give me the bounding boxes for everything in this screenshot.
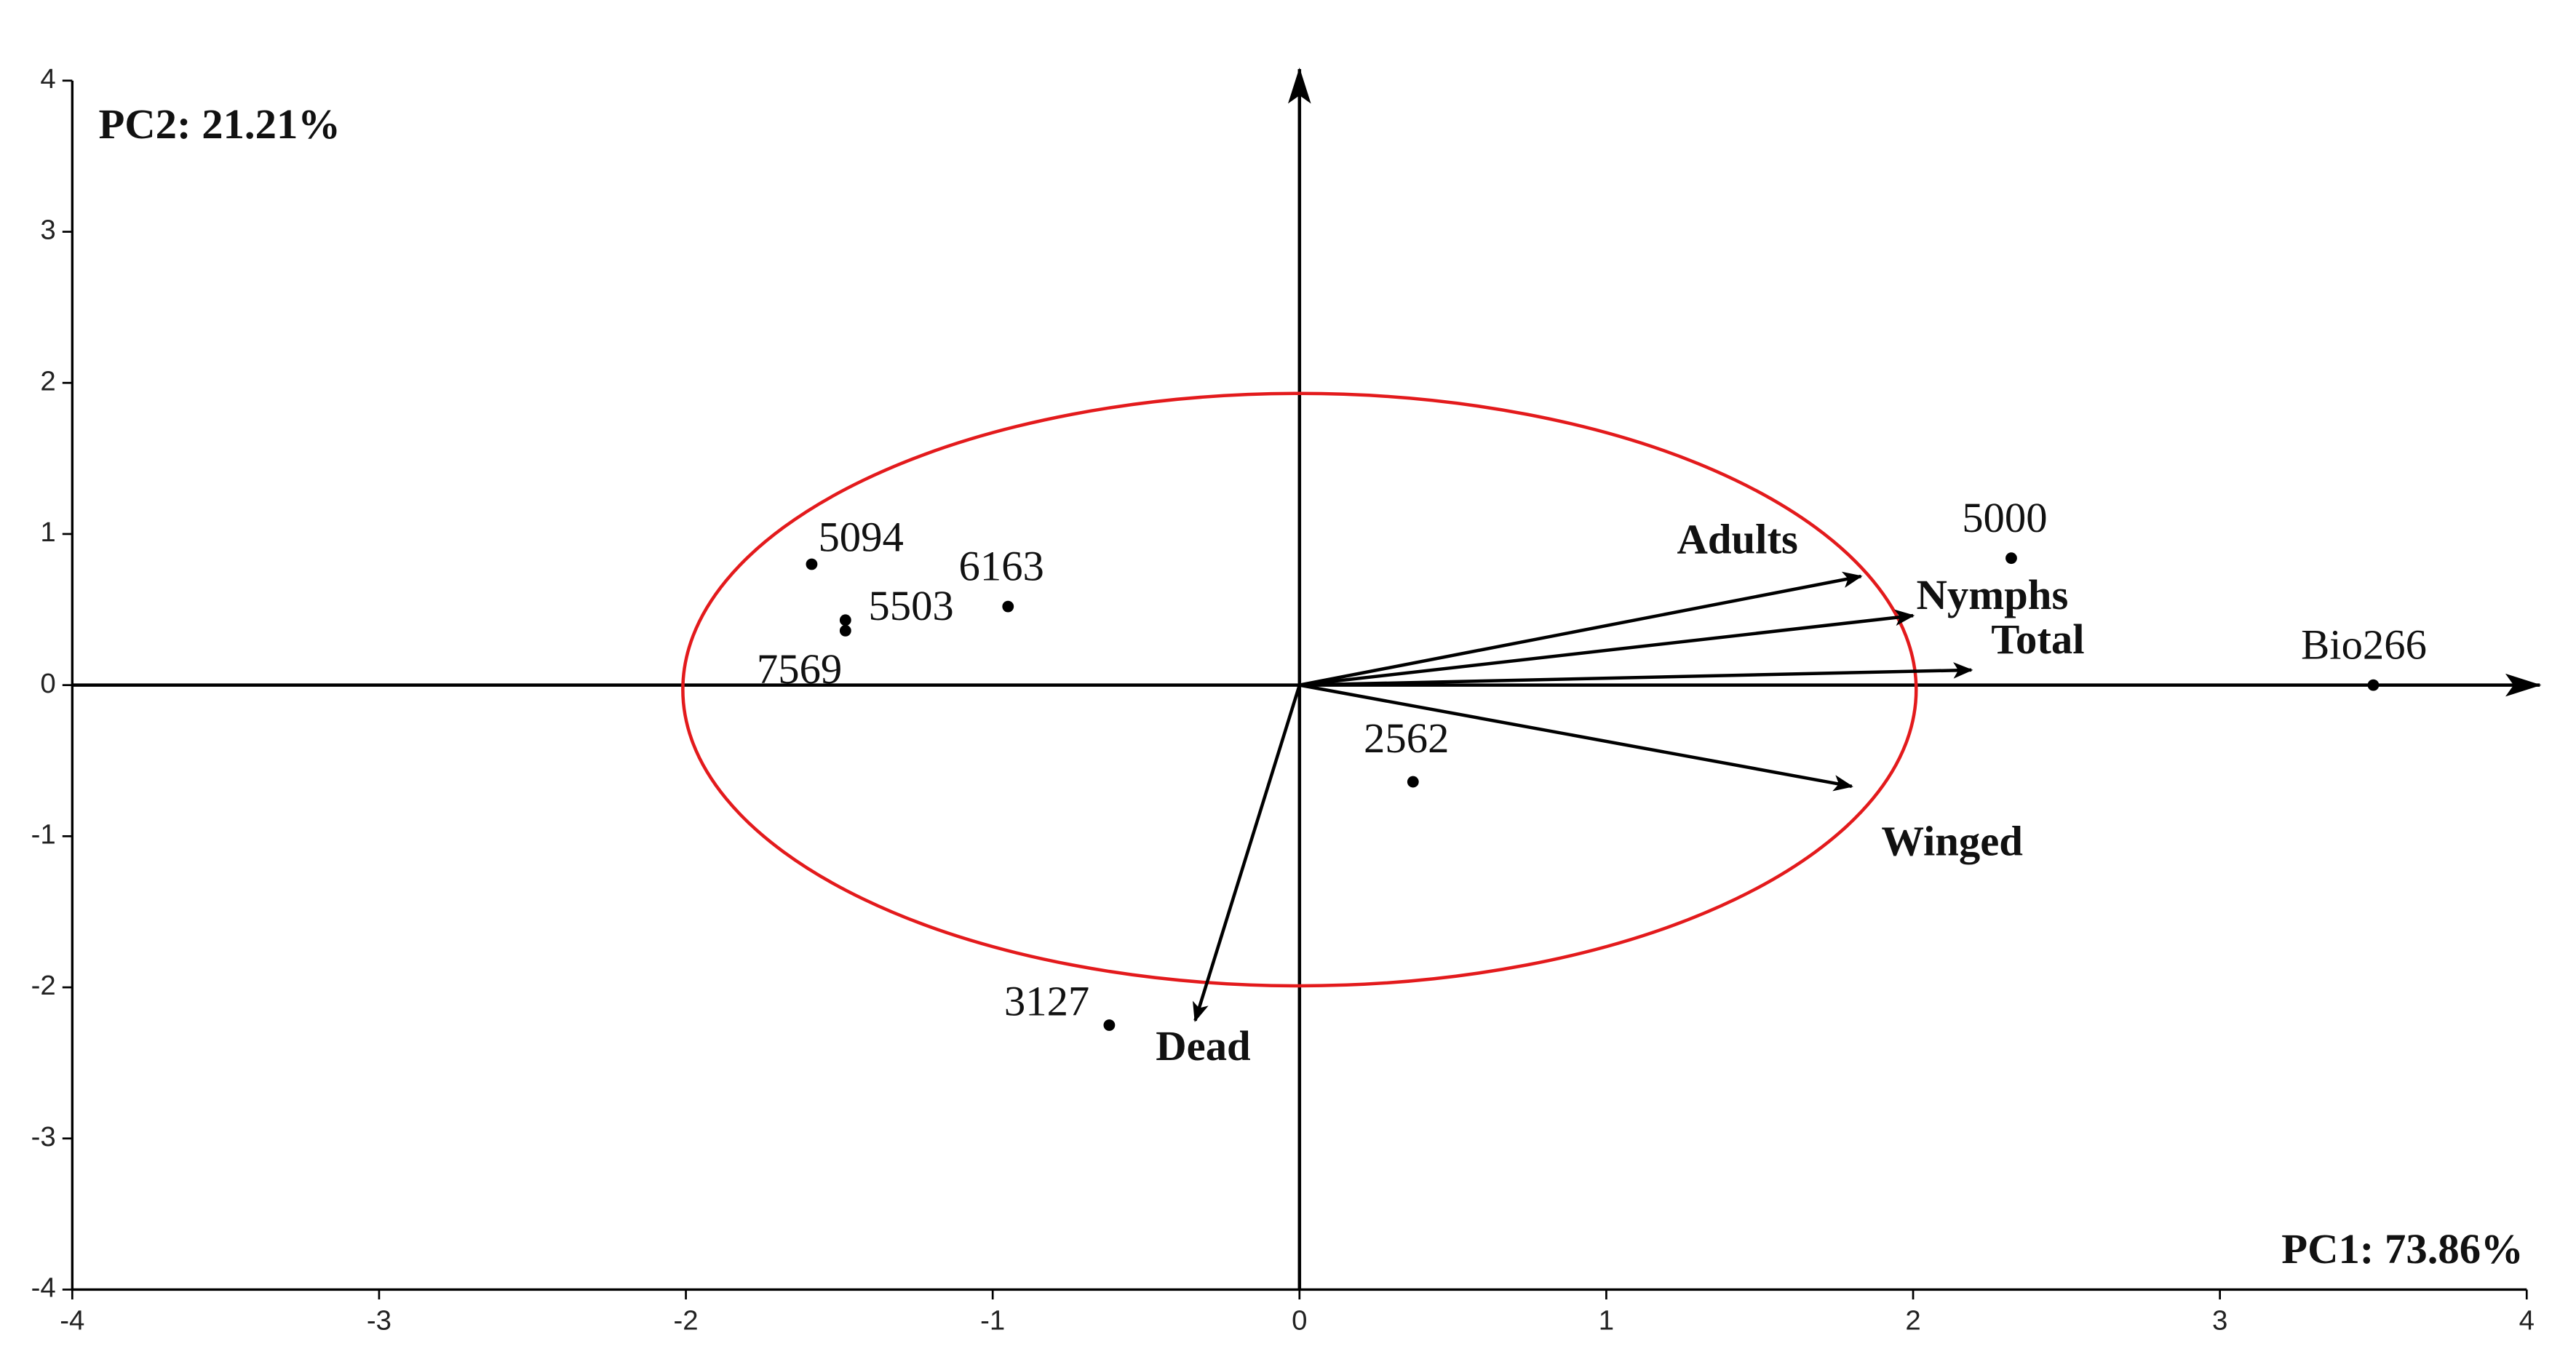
vector-label: Nymphs — [1917, 571, 2069, 618]
x-tick-label: 3 — [2212, 1305, 2227, 1337]
point — [2005, 552, 2017, 565]
y-tick-label: 0 — [40, 668, 55, 699]
point — [2367, 679, 2380, 691]
y-tick-label: -2 — [31, 970, 56, 1001]
point — [1407, 776, 1419, 788]
point-label: 5000 — [1962, 494, 2047, 541]
point — [839, 624, 851, 637]
y-tick-label: -3 — [31, 1121, 56, 1152]
point-label: 2562 — [1364, 714, 1449, 762]
x-tick-label: 1 — [1599, 1305, 1614, 1337]
loading-vector — [1193, 684, 1301, 1022]
x-tick-label: 0 — [1292, 1305, 1307, 1337]
x-tick-label: 2 — [1905, 1305, 1920, 1337]
x-axis-label: PC1: 73.86% — [2281, 1225, 2524, 1273]
y-axis-label: PC2: 21.21% — [98, 100, 341, 148]
y-tick-label: 2 — [40, 365, 55, 397]
x-tick-label: -4 — [60, 1305, 84, 1337]
vector-label: Total — [1991, 616, 2084, 663]
vector-label: Winged — [1881, 818, 2023, 865]
y-tick-label: -4 — [31, 1273, 56, 1304]
loading-vector — [1299, 662, 1973, 687]
y-tick-label: -1 — [31, 819, 56, 850]
point-label: 5094 — [818, 513, 903, 560]
y-tick-label: 4 — [40, 63, 55, 95]
vector-label: Dead — [1156, 1022, 1250, 1070]
point-label: 7569 — [757, 645, 842, 693]
confidence-ellipse — [681, 391, 1918, 988]
y-tick-label: 3 — [40, 215, 55, 246]
y-tick-label: 1 — [40, 517, 55, 548]
x-tick-label: -1 — [980, 1305, 1005, 1337]
point-label: Bio266 — [2301, 621, 2427, 668]
loading-vector — [1299, 683, 1853, 792]
point-label: 6163 — [959, 542, 1044, 589]
point — [839, 614, 851, 626]
point-label: 5503 — [868, 582, 953, 629]
vector-label: Adults — [1677, 515, 1798, 562]
x-tick-label: 4 — [2519, 1305, 2535, 1337]
loading-vector — [1299, 609, 1915, 687]
x-tick-label: -3 — [367, 1305, 391, 1337]
loading-vector — [1299, 571, 1863, 687]
point-label: 3127 — [1004, 977, 1089, 1024]
point — [1002, 600, 1014, 613]
x-tick-label: -2 — [674, 1305, 699, 1337]
point — [1103, 1019, 1116, 1031]
point — [806, 558, 818, 570]
